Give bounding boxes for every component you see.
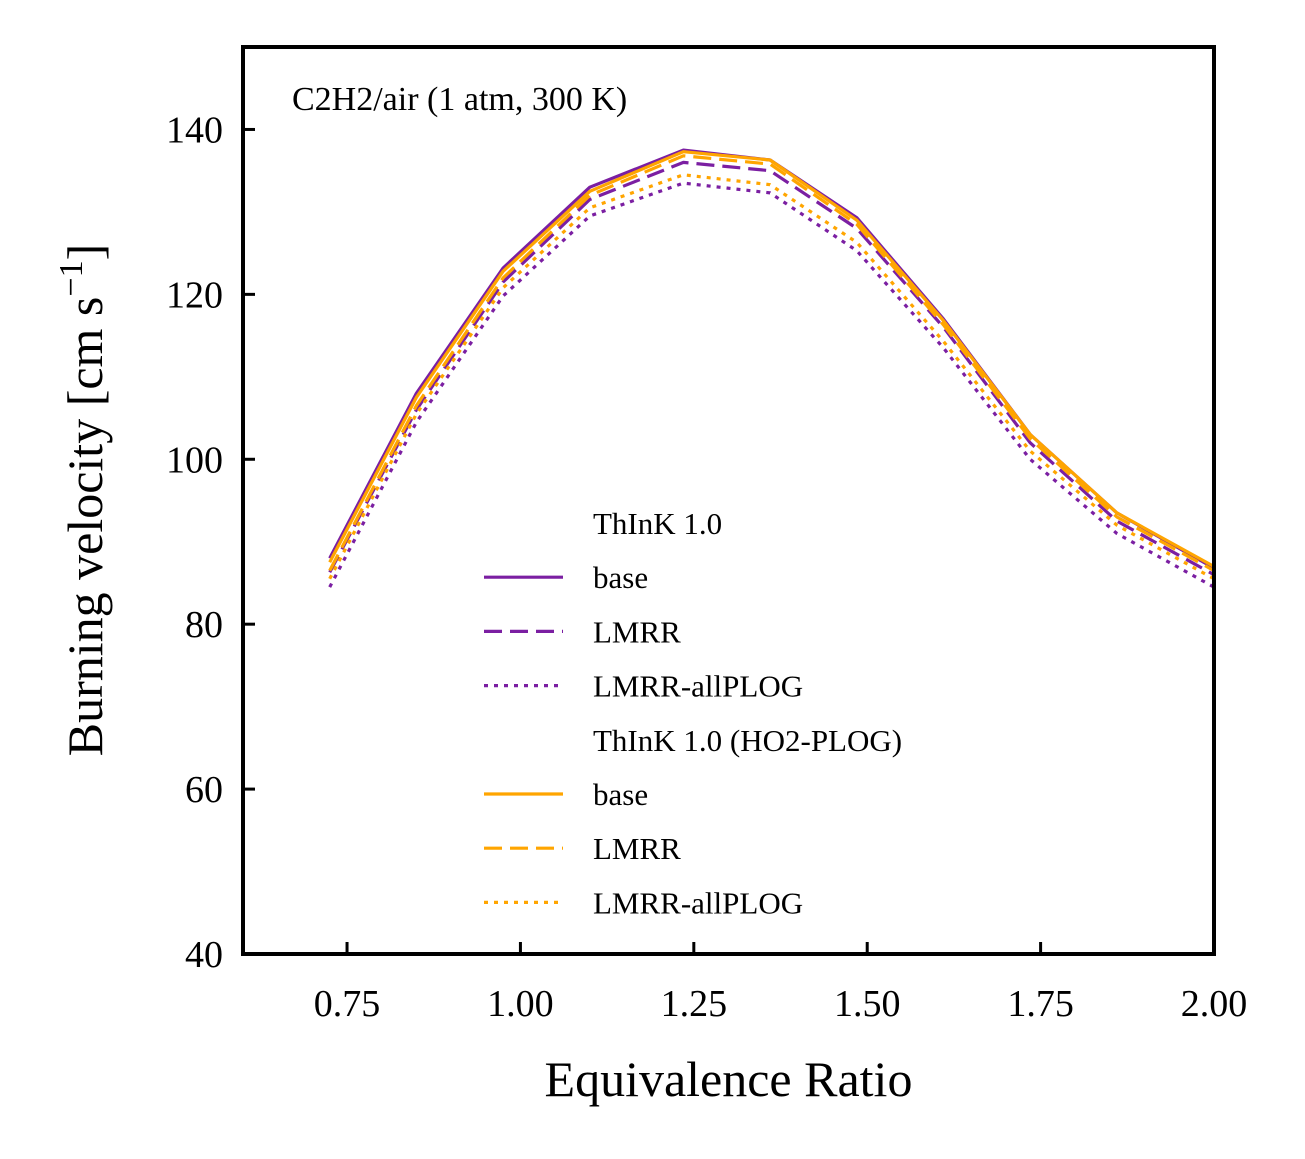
legend-entry-label: base [593, 560, 648, 595]
chart-annotation: C2H2/air (1 atm, 300 K) [292, 81, 627, 118]
series-line-think-base [328, 148, 1215, 570]
series-line-think-lmrr-allplog [328, 181, 1215, 589]
y-axis-label-superscript: −1 [53, 260, 90, 296]
legend-entry-label: base [593, 777, 648, 812]
series-line-ho2plog-lmrr-allplog [328, 173, 1215, 581]
tick-layer: 0.75 1.00 1.25 1.50 1.75 2.00 40 60 80 100 120 140 [166, 109, 1247, 1025]
y-tick-label: 100 [166, 439, 223, 481]
y-axis-label-close: ] [57, 244, 113, 261]
y-tick-label: 80 [185, 604, 223, 646]
legend-group-header: ThInK 1.0 [593, 506, 722, 541]
series-line-ho2plog-lmrr [328, 154, 1215, 573]
legend-entry-label: LMRR [593, 614, 681, 649]
y-tick-label: 40 [185, 934, 223, 976]
y-tick-label: 60 [185, 769, 223, 811]
x-tick-label: 2.00 [1181, 983, 1248, 1025]
legend-entry-label: LMRR [593, 831, 681, 866]
legend-entry-label: LMRR-allPLOG [593, 885, 803, 920]
x-axis-label: Equivalence Ratio [545, 1051, 913, 1107]
x-tick-label: 0.75 [314, 983, 381, 1025]
x-tick-label: 1.25 [661, 983, 728, 1025]
y-tick-label: 120 [166, 274, 223, 316]
legend-entry-label: LMRR-allPLOG [593, 669, 803, 704]
x-tick-label: 1.50 [834, 983, 901, 1025]
x-tick-label: 1.75 [1007, 983, 1074, 1025]
legend-group-header: ThInK 1.0 (HO2-PLOG) [593, 723, 902, 758]
series-line-ho2plog-base [328, 150, 1215, 568]
series-line-think-lmrr [328, 160, 1215, 577]
y-axis-label-main: Burning velocity [cm s [57, 297, 113, 757]
y-axis-label: Burning velocity [cm s−1] [53, 244, 113, 757]
x-tick-label: 1.00 [487, 983, 554, 1025]
plot-frame [241, 45, 1216, 956]
y-tick-label: 140 [166, 109, 223, 151]
legend: ThInK 1.0 base LMRR LMRR-allPLOG ThInK 1.0 (… [484, 506, 902, 920]
series-layer [328, 148, 1215, 589]
